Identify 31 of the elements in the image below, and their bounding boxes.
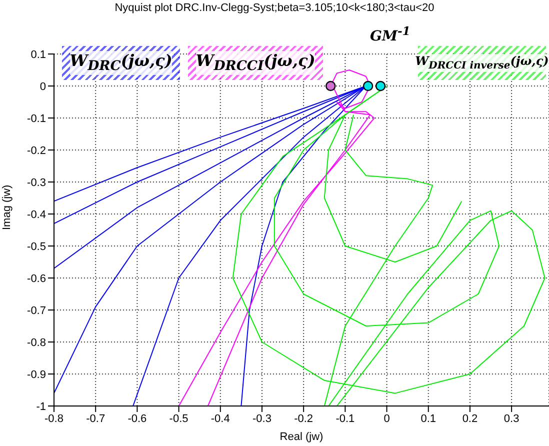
x-tick-label: -0.7 (86, 412, 106, 425)
y-tick-label: -0.5 (27, 240, 46, 253)
text: W$_{DRCCI inverse}$(jω,ς) (415, 54, 549, 72)
y-tick-label: -0.1 (27, 112, 46, 125)
y-axis-title: Imag (jw) (0, 184, 13, 230)
chart-title: Nyquist plot DRC.Inv-Clegg-Syst;beta=3.105;10<k<180;3<tau<20 (114, 2, 436, 14)
text: GM$^{-1}$ (370, 24, 410, 45)
x-tick-label: -0.3 (252, 412, 272, 425)
x-tick-label: 0.3 (504, 412, 520, 425)
text: W$_{DRC}$(jω,ς) (70, 51, 172, 75)
x-tick-label: 0.1 (420, 412, 436, 425)
y-tick-label: 0.1 (30, 48, 46, 61)
y-tick-label: -0.4 (27, 208, 46, 221)
x-axis-title: Real (jw) (280, 431, 324, 443)
y-tick-label: -0.7 (27, 304, 46, 317)
y-tick-label: -0.2 (27, 144, 46, 157)
x-tick-label: -0.2 (294, 412, 314, 425)
y-tick-label: -0.6 (27, 272, 46, 285)
x-tick-label: -0.5 (169, 412, 188, 425)
y-tick-label: 0 (40, 80, 46, 93)
y-tick-label: -0.9 (27, 368, 46, 381)
x-tick-label: -0.8 (44, 412, 64, 425)
x-tick-label: -0.6 (128, 412, 147, 425)
x-tick-label: -0.4 (210, 412, 230, 425)
x-tick-label: 0.2 (462, 412, 478, 425)
y-tick-label: -0.3 (27, 176, 46, 189)
y-tick-label: -0.8 (27, 336, 46, 349)
series-label: W$_{DRCCI}$(jω,ς) (196, 51, 316, 75)
x-tick-label: 0 (384, 412, 390, 425)
y-tick-label: -1 (36, 400, 46, 413)
x-tick-label: -0.1 (336, 412, 355, 425)
